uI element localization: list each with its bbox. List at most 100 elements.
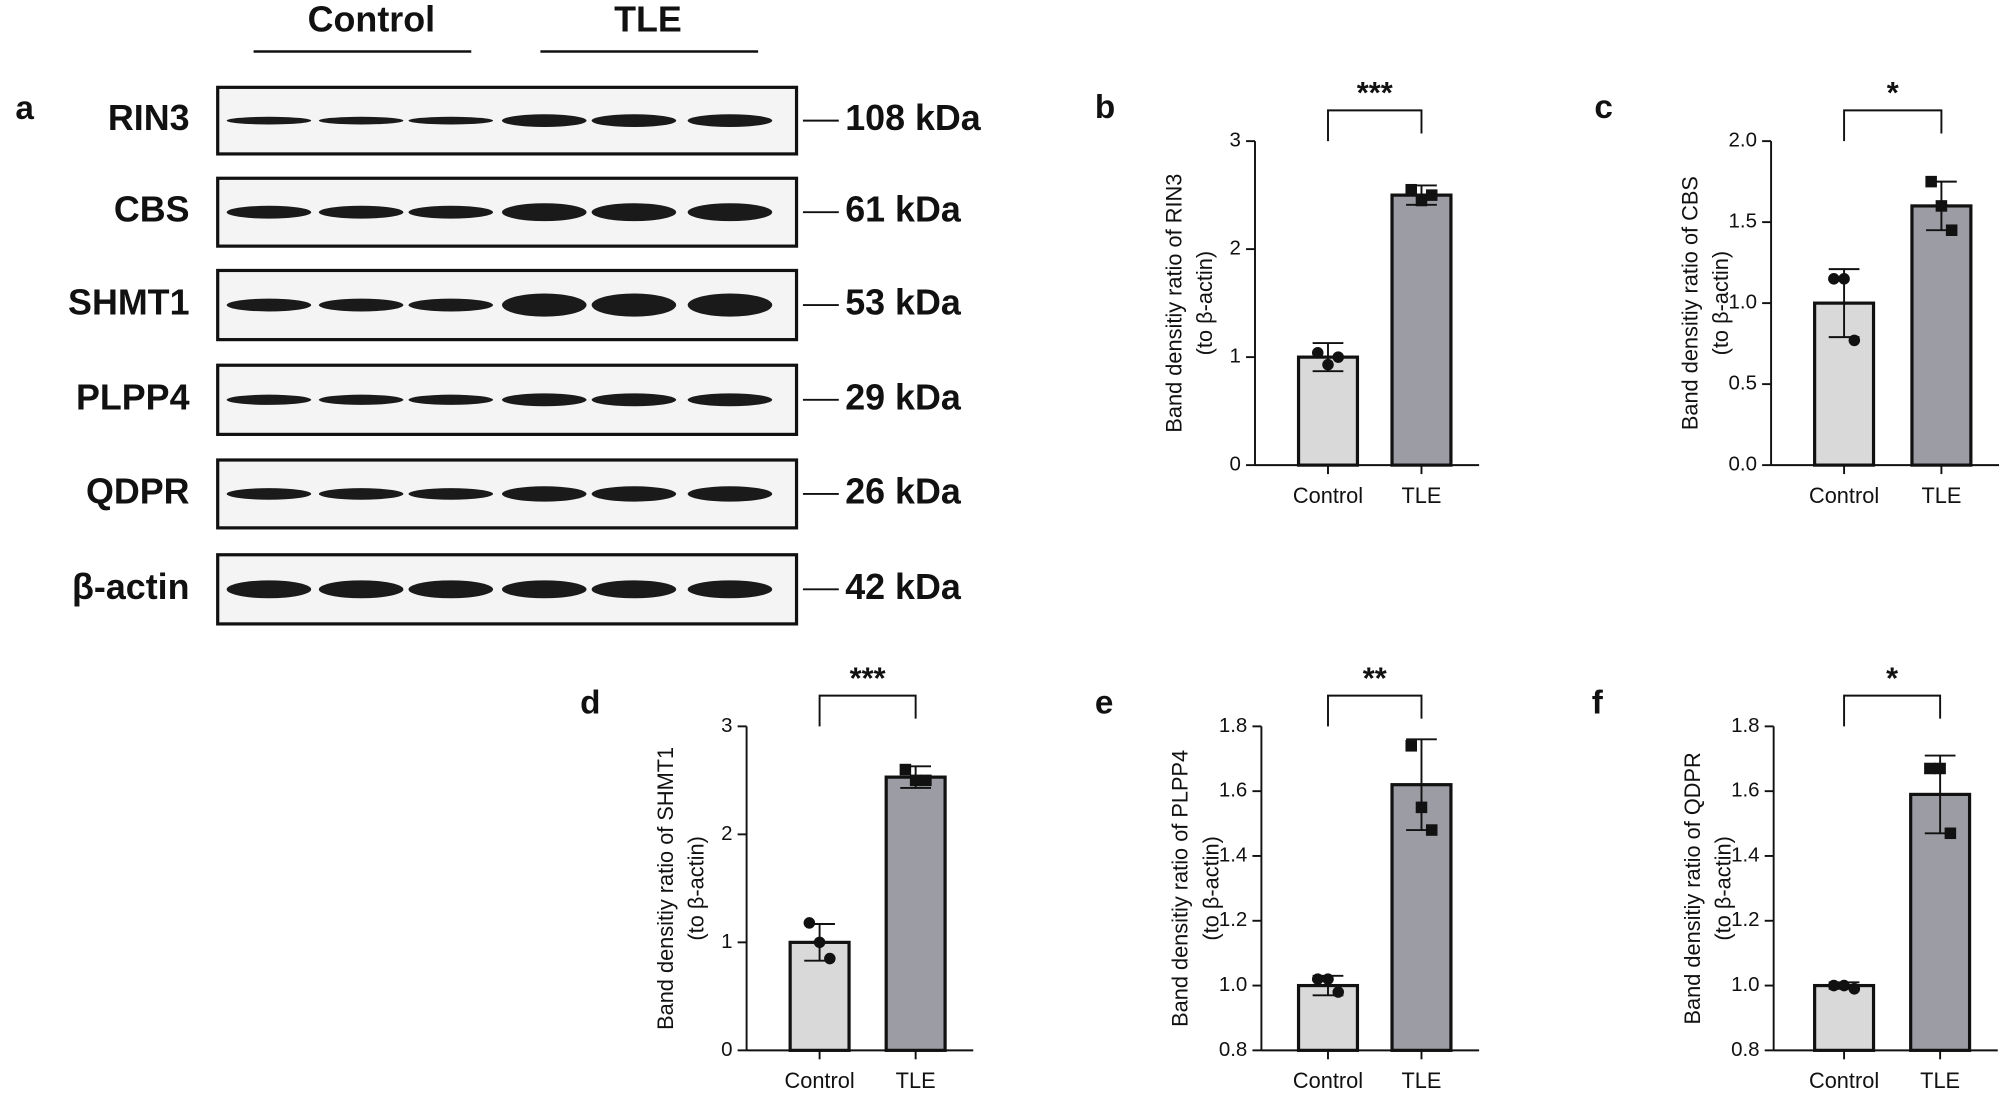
blot-band xyxy=(318,488,404,500)
blot-band xyxy=(226,580,312,599)
y-axis-label: Band densitiy ratio of PLPP4 xyxy=(1168,750,1193,1027)
size-label: 53 kDa xyxy=(845,283,962,323)
significance-bracket xyxy=(818,694,917,727)
y-tick-label: 0 xyxy=(1230,453,1241,476)
x-tick-label: TLE xyxy=(1921,483,1961,508)
y-tick-label: 3 xyxy=(721,714,732,737)
y-tick-label: 2 xyxy=(1230,237,1241,260)
blot-band xyxy=(408,205,494,219)
significance: * xyxy=(1887,75,1899,110)
data-point xyxy=(1405,183,1417,196)
row-label: PLPP4 xyxy=(76,377,190,417)
row-label: β-actin xyxy=(72,567,189,607)
y-tick-label: 2 xyxy=(721,822,732,845)
panel-label: d xyxy=(580,684,600,721)
data-point xyxy=(1838,273,1850,285)
bar xyxy=(884,775,947,1052)
x-tick-label: Control xyxy=(1293,483,1363,508)
blot-band xyxy=(687,580,773,599)
blot-band xyxy=(687,203,773,222)
y-tick-label: 1.0 xyxy=(1731,973,1759,996)
y-axis-label: (to β-actin) xyxy=(1708,251,1733,355)
data-point xyxy=(1935,200,1948,212)
group-label: TLE xyxy=(614,0,682,39)
y-tick-label: 1.2 xyxy=(1731,908,1759,931)
blot-band xyxy=(318,580,404,599)
size-label: 61 kDa xyxy=(845,190,962,230)
blot-band xyxy=(591,393,677,407)
data-point xyxy=(813,936,826,949)
data-point xyxy=(824,952,836,965)
bar xyxy=(1296,983,1360,1052)
blot-band xyxy=(502,203,587,222)
y-tick-label: 3 xyxy=(1230,129,1241,152)
data-point xyxy=(1848,334,1861,347)
blot-band xyxy=(687,393,773,407)
significance-bracket xyxy=(1327,109,1423,142)
row-label: QDPR xyxy=(86,471,190,511)
data-point xyxy=(1415,801,1428,814)
y-axis-label: Band densitiy ratio of RIN3 xyxy=(1161,174,1186,433)
data-point xyxy=(1322,973,1334,985)
blot-band xyxy=(226,116,312,125)
y-tick-label: 1.8 xyxy=(1731,714,1759,737)
x-tick-label: Control xyxy=(1809,483,1879,508)
x-tick-label: TLE xyxy=(1402,483,1442,508)
data-point xyxy=(920,774,932,787)
data-point xyxy=(1405,740,1417,752)
y-axis-label: (to β-actin) xyxy=(1711,836,1736,940)
y-axis-label: (to β-actin) xyxy=(684,836,709,940)
data-point xyxy=(1945,224,1958,236)
y-axis-label: (to β-actin) xyxy=(1192,251,1217,355)
data-point xyxy=(1934,762,1946,775)
size-label: 42 kDa xyxy=(845,567,962,607)
y-tick-label: 1.0 xyxy=(1729,291,1757,314)
data-point xyxy=(1311,973,1324,985)
bar xyxy=(1813,983,1876,1052)
y-tick-label: 0.8 xyxy=(1219,1038,1247,1061)
blot-band xyxy=(408,298,494,312)
x-tick-label: TLE xyxy=(1402,1068,1442,1093)
blot-band xyxy=(502,293,587,317)
blot-band xyxy=(591,293,677,317)
bar xyxy=(1296,355,1360,467)
y-tick-label: 1.6 xyxy=(1731,779,1759,802)
panel-label: b xyxy=(1095,89,1115,126)
data-point xyxy=(1311,347,1324,359)
data-point xyxy=(1332,986,1345,998)
blot-band xyxy=(687,486,773,502)
data-point xyxy=(1415,194,1428,207)
data-point xyxy=(1925,175,1937,188)
blot-band xyxy=(318,298,404,312)
significance: * xyxy=(1886,660,1898,695)
data-point xyxy=(1425,824,1438,836)
blot-band xyxy=(408,116,494,125)
group-label: Control xyxy=(308,0,435,39)
row-label: CBS xyxy=(114,190,190,230)
significance-bracket xyxy=(1327,694,1423,727)
blot-band xyxy=(318,205,404,219)
size-label: 26 kDa xyxy=(845,471,962,511)
y-axis-label: Band densitiy ratio of SHMT1 xyxy=(653,747,678,1030)
y-tick-label: 1.4 xyxy=(1731,843,1759,866)
significance-bracket xyxy=(1843,694,1942,727)
blot-band xyxy=(226,205,312,219)
blot-band xyxy=(226,298,312,312)
panel-label: c xyxy=(1594,89,1613,126)
bar xyxy=(1910,204,1973,467)
y-tick-label: 2.0 xyxy=(1729,129,1757,152)
blot-band xyxy=(318,116,404,125)
data-point xyxy=(803,917,816,929)
data-point xyxy=(1924,762,1936,775)
size-label: 108 kDa xyxy=(845,98,982,138)
blot-band xyxy=(318,394,404,405)
x-tick-label: Control xyxy=(1809,1068,1879,1093)
y-tick-label: 0.8 xyxy=(1731,1038,1759,1061)
significance: ** xyxy=(1363,660,1387,695)
y-tick-label: 0.5 xyxy=(1729,372,1757,395)
x-tick-label: TLE xyxy=(1920,1068,1960,1093)
y-tick-label: 1.6 xyxy=(1219,779,1247,802)
blot-band xyxy=(502,580,587,599)
y-tick-label: 1.5 xyxy=(1729,210,1757,233)
